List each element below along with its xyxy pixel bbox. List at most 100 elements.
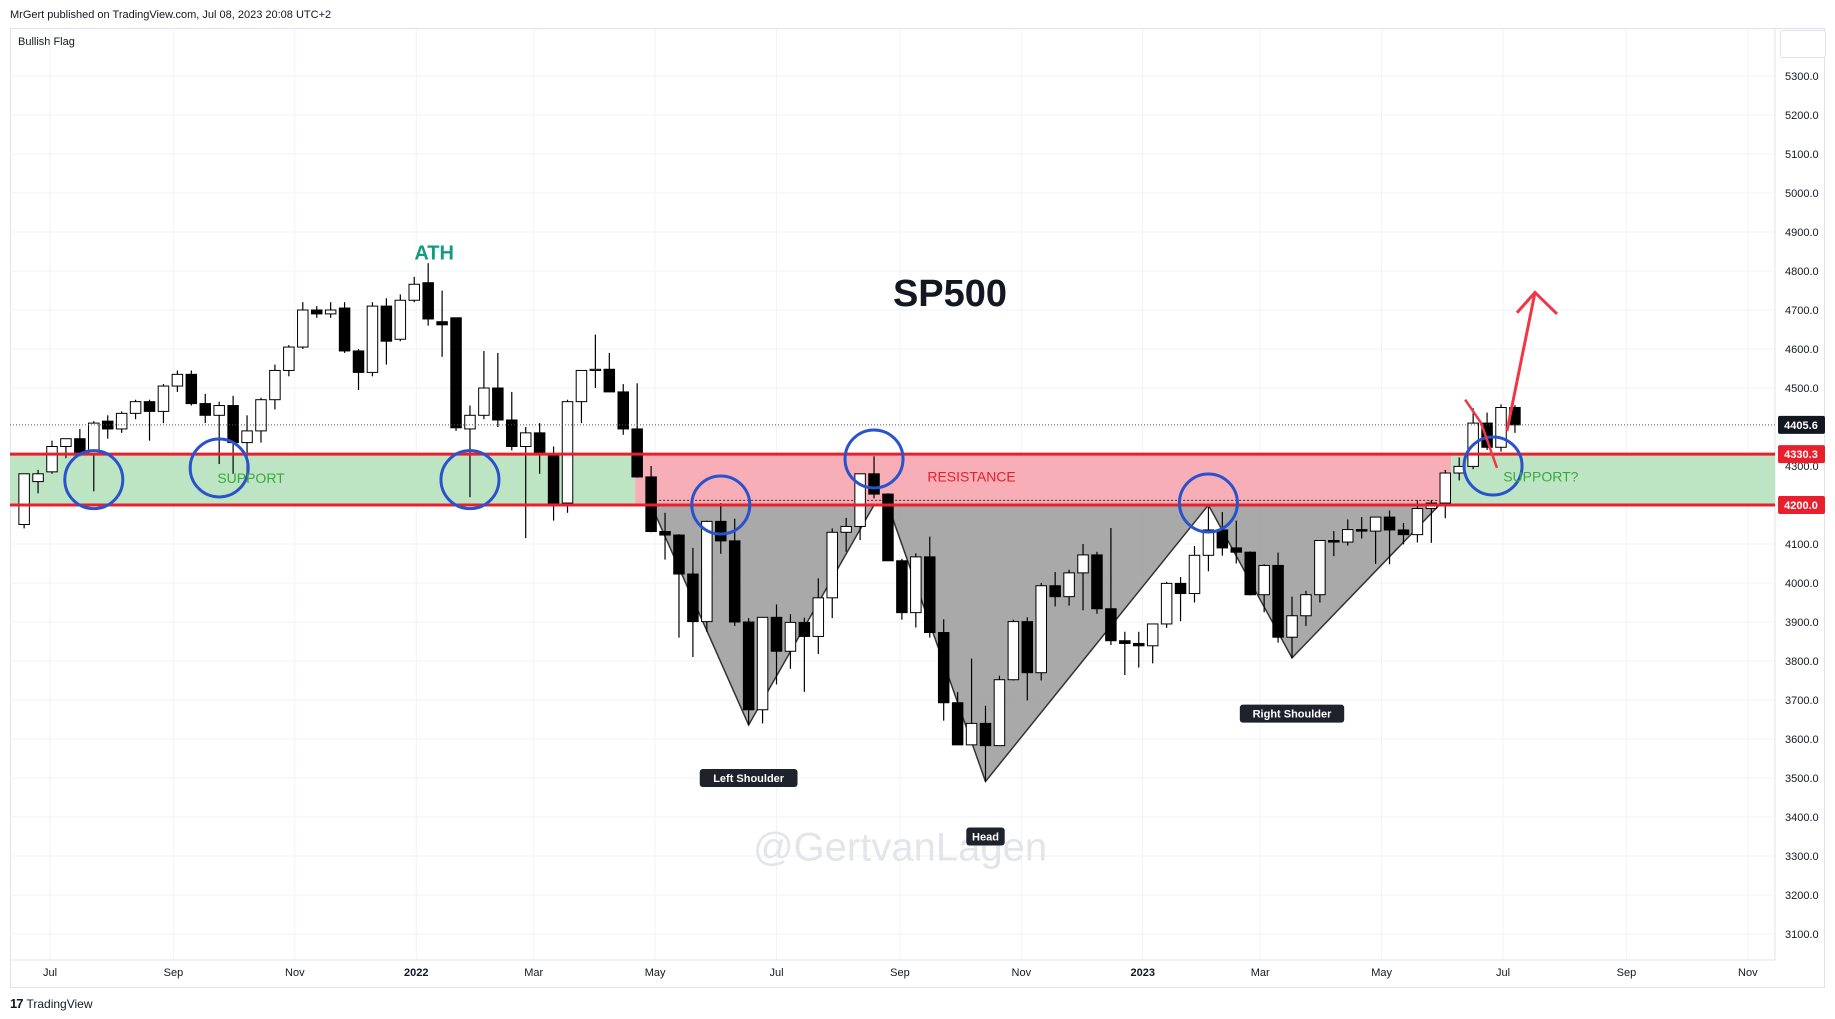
circle-retest-1 (690, 474, 752, 536)
support-zone-right (1451, 454, 1775, 505)
candle-body (937, 632, 950, 704)
right-shoulder-label-bg (1239, 704, 1345, 723)
up-arrow-shaft (1505, 292, 1537, 432)
candle-body (687, 573, 699, 623)
candle (1244, 551, 1256, 596)
candle (408, 276, 420, 303)
candle (101, 415, 114, 439)
y-tick-label: 4100.0 (1785, 539, 1819, 551)
candle-body (561, 401, 574, 504)
footer: 17 TradingView (10, 996, 93, 1011)
candle-body (1369, 516, 1382, 532)
toolbar-box[interactable] (1780, 30, 1826, 58)
candle (770, 604, 783, 685)
candle-body (1439, 472, 1452, 504)
y-tick-label: 4900.0 (1785, 227, 1819, 239)
candle-body (199, 403, 212, 416)
x-tick-label: Mar (524, 967, 543, 979)
candle (1174, 577, 1187, 622)
left-shoulder-label: Left Shoulder (699, 769, 798, 787)
candle (366, 302, 379, 377)
candle (631, 383, 643, 478)
candle-body (1188, 554, 1201, 595)
candle-body (1049, 585, 1061, 598)
candle (603, 352, 616, 393)
head-label-bg (966, 827, 1005, 846)
candle-body (882, 493, 894, 562)
candle-body (770, 616, 783, 652)
left-shoulder-label-bg (699, 769, 798, 787)
head-label: Head (966, 827, 1005, 846)
x-tick-label: Sep (1617, 967, 1637, 979)
candle-body (213, 405, 225, 416)
y-tick-label: 3900.0 (1785, 617, 1819, 629)
candle-body (575, 369, 588, 403)
candle-body (659, 531, 671, 536)
x-tick-label: Jul (769, 967, 783, 979)
candle-body (728, 540, 741, 623)
x-tick-label: Nov (1738, 967, 1758, 979)
right-shoulder-label: Right Shoulder (1239, 704, 1345, 723)
price-badge: 4330.3 (1778, 445, 1825, 464)
candle (492, 352, 504, 427)
candle (506, 391, 518, 451)
candle (924, 536, 936, 638)
y-tick-label: 4700.0 (1785, 305, 1819, 317)
candle (882, 493, 894, 562)
candle-body (519, 432, 532, 448)
candles (18, 263, 1521, 782)
candle (519, 427, 532, 539)
candle-body (408, 283, 420, 301)
candle-body (1077, 554, 1089, 574)
y-tick-label: 5200.0 (1785, 110, 1819, 122)
candle-body (1091, 554, 1103, 610)
candle (1133, 631, 1145, 668)
candle (171, 370, 184, 392)
candle (1314, 539, 1326, 603)
candle-body (352, 350, 365, 373)
candle (951, 692, 964, 746)
candle-body (1258, 564, 1270, 596)
y-tick-label: 4500.0 (1785, 383, 1819, 395)
candle-body (324, 309, 337, 315)
candle-body (283, 346, 295, 371)
right-shoulder-label-text: Right Shoulder (1253, 709, 1333, 721)
zones (10, 454, 1775, 505)
candle (1049, 572, 1061, 607)
x-tick-label: Nov (1012, 967, 1032, 979)
candle (199, 393, 212, 424)
price-badge-text: 4200.0 (1784, 500, 1818, 512)
candle-body (1397, 529, 1410, 536)
candle (589, 334, 602, 388)
candle (1495, 404, 1507, 452)
candle-body (450, 317, 462, 429)
candle (993, 675, 1006, 747)
candle (979, 705, 992, 782)
candle-body (1230, 547, 1243, 553)
candle-body (478, 387, 490, 416)
candle (701, 520, 713, 632)
candle-body (812, 597, 825, 637)
y-tick-label: 3800.0 (1785, 656, 1819, 668)
candle-body (1119, 640, 1131, 644)
candle (1091, 551, 1103, 614)
resistance-zone (635, 454, 1452, 505)
candle (1425, 500, 1438, 543)
candle (1397, 522, 1410, 545)
candle-body (617, 391, 629, 430)
price-badge-bg (1778, 415, 1825, 434)
candle (1035, 583, 1047, 681)
candle-body (115, 412, 128, 430)
candle-body (742, 621, 755, 711)
candle-body (1341, 529, 1354, 543)
candle (617, 384, 629, 435)
x-tick-label: Sep (890, 967, 910, 979)
candle (129, 399, 142, 420)
price-badge-text: 4330.3 (1784, 449, 1818, 461)
candle-body (1202, 529, 1215, 556)
candle (380, 298, 393, 365)
candle (715, 503, 727, 554)
head-label-text: Head (972, 832, 999, 844)
price-badge-bg (1778, 496, 1825, 514)
